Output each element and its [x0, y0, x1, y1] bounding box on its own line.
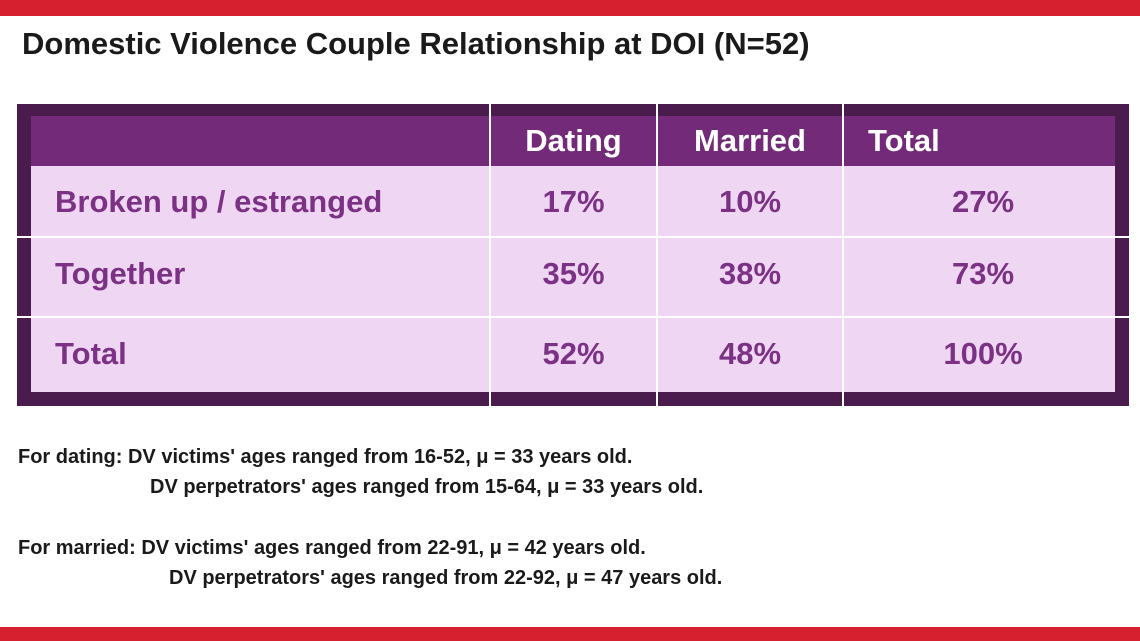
row-divider [17, 236, 1129, 238]
row-divider [17, 316, 1129, 318]
column-divider [842, 104, 844, 406]
cell-broken-up-dating: 17% [542, 184, 605, 219]
cell-broken-up-married: 10% [718, 184, 782, 219]
header-dating: Dating [525, 123, 622, 158]
row-label-together: Together [55, 256, 186, 291]
note-married-perpetrators: DV perpetrators' ages ranged from 22-92,… [169, 567, 723, 589]
row-label-broken-up: Broken up / estranged [55, 184, 383, 219]
row-label-total: Total [55, 336, 127, 371]
relationship-table: Dating Married Total Broken up / estrang… [17, 104, 1129, 406]
column-divider [489, 104, 491, 406]
note-dating-victims: For dating: DV victims' ages ranged from… [18, 446, 633, 468]
bottom-accent-bar [0, 627, 1140, 641]
header-empty-cell [31, 116, 490, 166]
note-dating-perpetrators: DV perpetrators' ages ranged from 15-64,… [150, 476, 704, 498]
column-divider [656, 104, 658, 406]
header-married: Married [694, 123, 806, 158]
cell-total-total: 100% [943, 336, 1023, 371]
slide-title: Domestic Violence Couple Relationship at… [22, 26, 810, 61]
cell-broken-up-total: 27% [951, 184, 1015, 219]
cell-together-dating: 35% [542, 256, 605, 291]
table-header-row: Dating Married Total [31, 116, 1115, 166]
header-total: Total [868, 123, 940, 158]
top-accent-bar [0, 0, 1140, 16]
cell-together-married: 38% [718, 256, 782, 291]
table-body: Dating Married Total Broken up / estrang… [17, 104, 1129, 406]
cell-together-total: 73% [951, 256, 1015, 291]
note-married-victims: For married: DV victims' ages ranged fro… [18, 537, 646, 559]
cell-total-dating: 52% [542, 336, 605, 371]
cell-total-married: 48% [718, 336, 782, 371]
